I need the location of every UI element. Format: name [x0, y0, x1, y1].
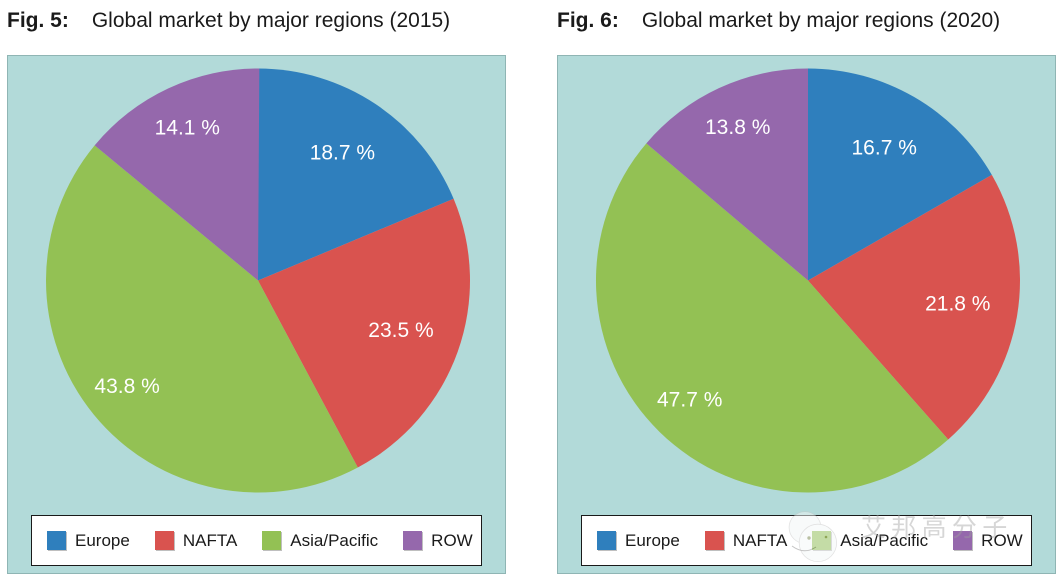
- svg-text:艾邦高分子: 艾邦高分子: [861, 514, 1013, 542]
- svg-text:13.8 %: 13.8 %: [705, 116, 770, 139]
- svg-text:43.8 %: 43.8 %: [94, 375, 159, 398]
- svg-text:18.7 %: 18.7 %: [310, 141, 375, 164]
- svg-text:16.7 %: 16.7 %: [852, 136, 917, 159]
- svg-text:23.5 %: 23.5 %: [368, 319, 433, 342]
- svg-text:14.1 %: 14.1 %: [155, 116, 220, 139]
- svg-text:21.8 %: 21.8 %: [925, 293, 990, 316]
- svg-text:47.7 %: 47.7 %: [657, 389, 722, 412]
